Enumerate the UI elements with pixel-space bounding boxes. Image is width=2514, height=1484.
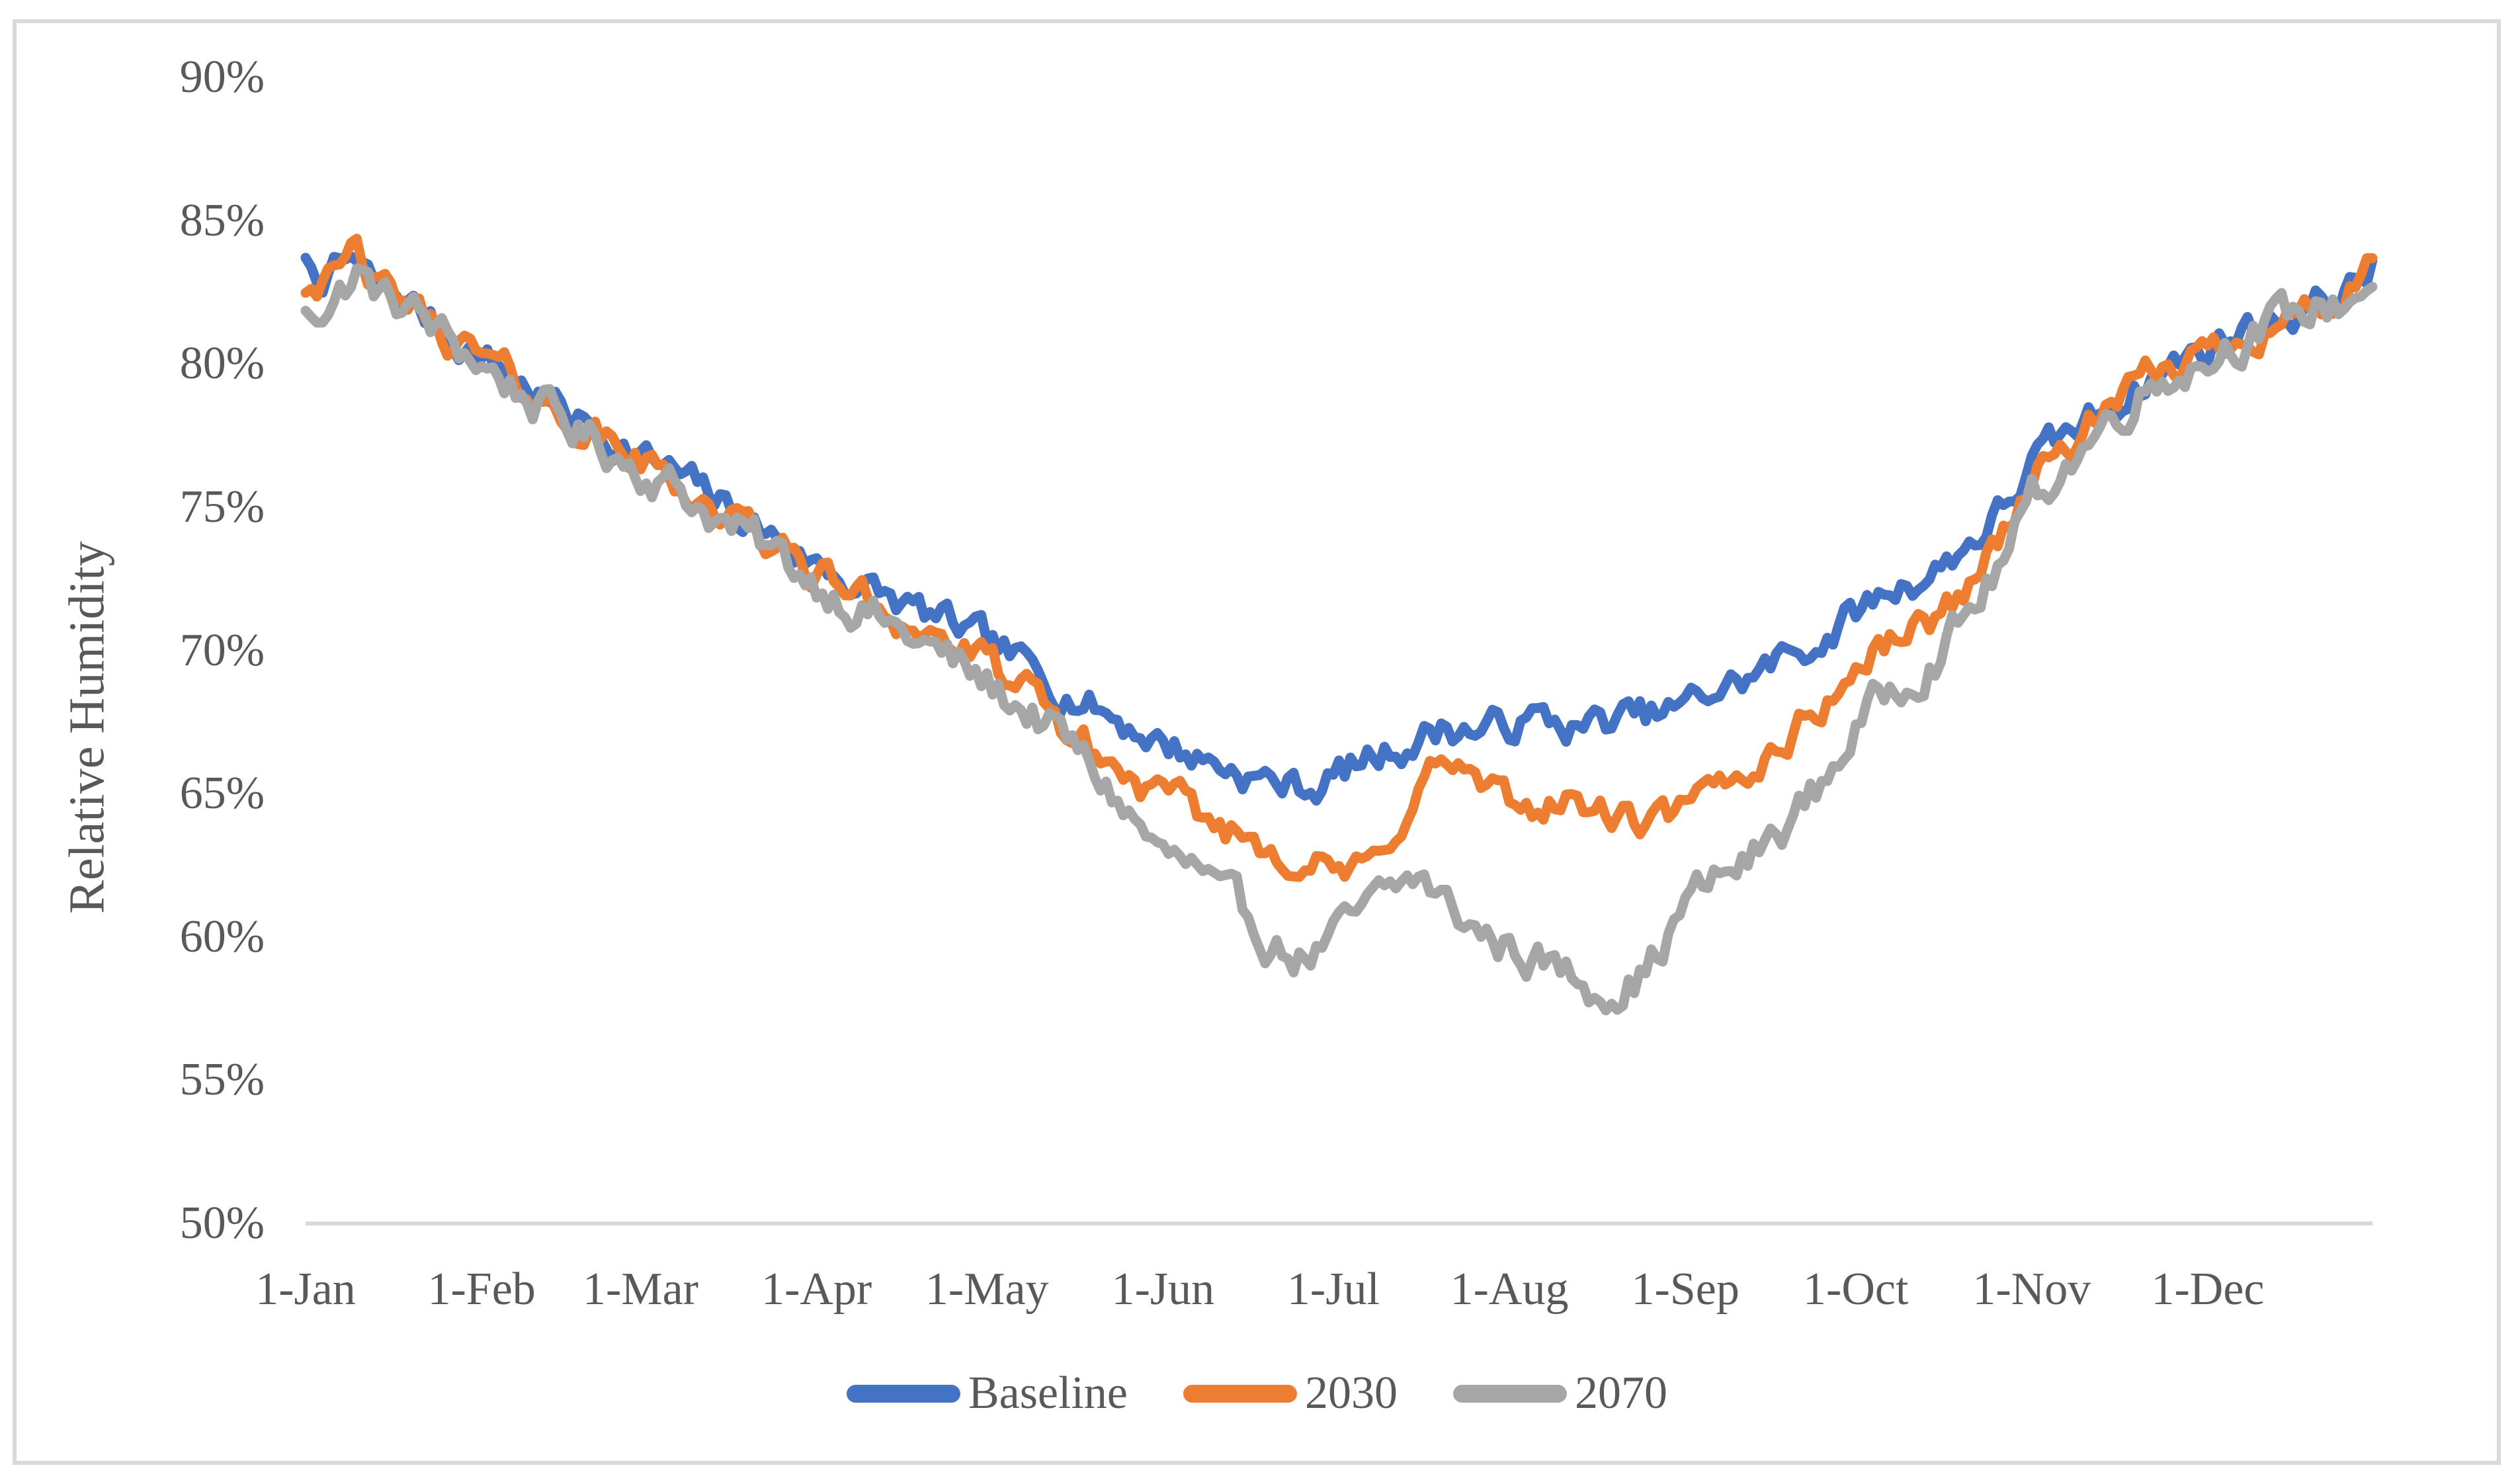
series-line-2030: [300, 233, 2378, 882]
y-tick-label: 85%: [179, 194, 265, 246]
x-tick-label: 1-Jun: [1111, 1264, 1215, 1315]
legend-label: 2070: [1575, 1368, 1668, 1419]
y-tick-label: 80%: [179, 338, 265, 390]
y-tick-label: 60%: [179, 911, 265, 962]
x-tick-label: 1-Feb: [427, 1264, 536, 1315]
legend-line-swatch: [846, 1384, 960, 1403]
series-line-2070: [300, 263, 2378, 1016]
y-tick-label: 55%: [179, 1054, 265, 1106]
x-tick-label: 1-Nov: [1972, 1264, 2091, 1315]
series-line-baseline: [300, 251, 2378, 806]
y-tick-label: 50%: [179, 1198, 265, 1249]
legend-label: 2030: [1305, 1368, 1398, 1419]
legend: Baseline 2030 2070: [0, 1364, 2514, 1423]
y-tick-label: 75%: [179, 481, 265, 532]
legend-label: Baseline: [968, 1368, 1128, 1419]
y-axis-title: Relative Humidity: [59, 541, 115, 914]
chart-border: [13, 19, 2501, 1465]
x-tick-label: 1-Mar: [583, 1264, 698, 1315]
x-tick-label: 1-Jan: [255, 1264, 356, 1315]
x-tick-label: 1-Apr: [761, 1264, 872, 1315]
legend-item-2070: 2070: [1453, 1367, 1667, 1420]
x-tick-label: 1-Oct: [1803, 1264, 1909, 1315]
x-tick-label: 1-Aug: [1450, 1264, 1569, 1315]
x-tick-label: 1-Jul: [1286, 1264, 1380, 1315]
y-tick-label: 65%: [179, 768, 265, 819]
legend-line-swatch: [1183, 1384, 1298, 1403]
x-tick-label: 1-May: [925, 1264, 1049, 1315]
legend-item-baseline: Baseline: [846, 1367, 1128, 1420]
x-tick-label: 1-Dec: [2151, 1264, 2265, 1315]
y-tick-label: 90%: [179, 52, 265, 103]
legend-item-2030: 2030: [1183, 1367, 1398, 1420]
legend-line-swatch: [1453, 1384, 1568, 1403]
y-tick-label: 70%: [179, 624, 265, 676]
x-tick-label: 1-Sep: [1631, 1264, 1739, 1315]
